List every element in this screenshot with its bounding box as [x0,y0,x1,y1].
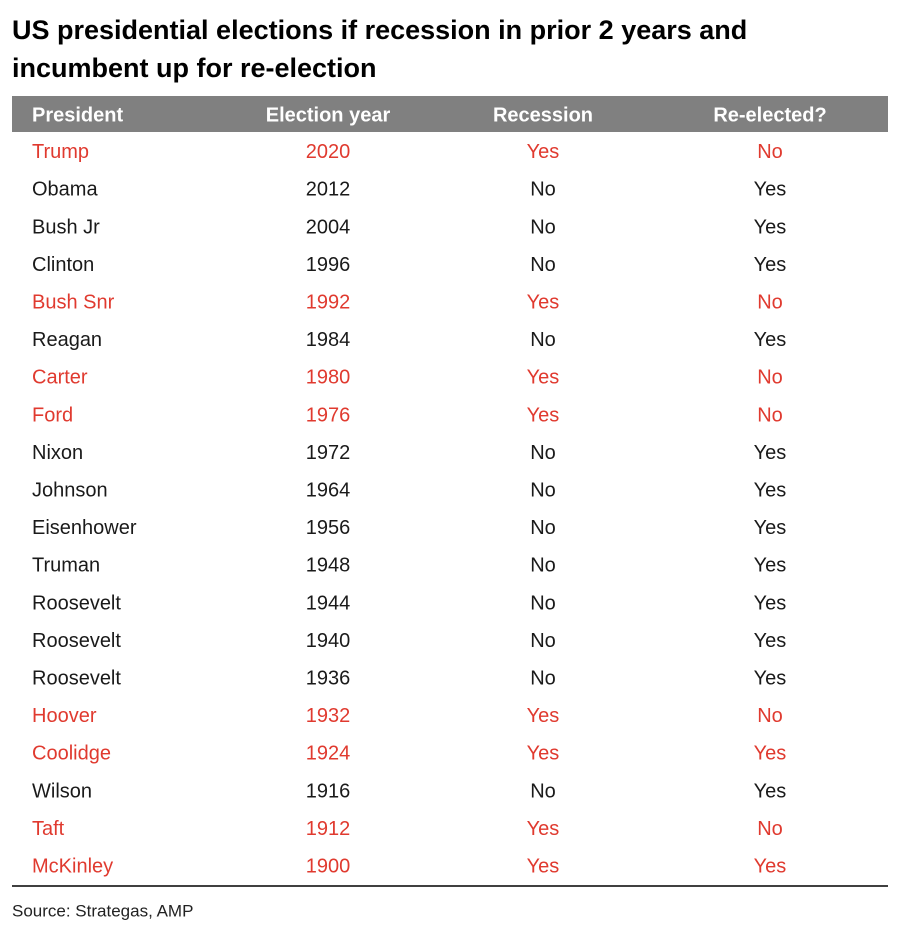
table-cell: Yes [754,743,787,765]
table-cell: Yes [754,555,787,577]
table-cell: Hoover [32,705,97,727]
table-cell: Yes [527,141,560,163]
header-bar [12,96,888,132]
table-cell: Ford [32,404,73,426]
table-cell: Truman [32,555,100,577]
column-header: President [32,104,123,126]
table-cell: Yes [754,855,787,877]
table-cell: No [530,667,556,689]
table-cell: No [757,367,783,389]
table-cell: 1912 [306,818,351,840]
table-cell: 1924 [306,743,351,765]
table-cell: Yes [754,667,787,689]
table-cell: Yes [754,630,787,652]
table-cell: No [530,780,556,802]
table-cell: Yes [527,743,560,765]
table-cell: No [530,630,556,652]
table-cell: 2004 [306,216,351,238]
table-cell: 1940 [306,630,351,652]
table-cell: 1936 [306,667,351,689]
table-cell: Coolidge [32,743,111,765]
table-cell: No [757,404,783,426]
table-cell: Yes [527,855,560,877]
table-cell: Yes [527,818,560,840]
table-cell: Roosevelt [32,630,121,652]
table-cell: No [530,517,556,539]
table-cell: 1948 [306,555,351,577]
table-cell: No [530,442,556,464]
table-cell: Taft [32,818,65,840]
table-cell: Yes [754,517,787,539]
table-cell: No [757,291,783,313]
table-cell: Yes [754,442,787,464]
table-cell: 1956 [306,517,351,539]
table-cell: Yes [754,254,787,276]
table-cell: 2020 [306,141,351,163]
table-cell: No [530,216,556,238]
table-cell: Yes [527,705,560,727]
table-cell: Roosevelt [32,667,121,689]
source: Source: Strategas, AMP [12,901,193,920]
table-cell: Yes [527,291,560,313]
table-cell: Roosevelt [32,592,121,614]
table-cell: 1976 [306,404,351,426]
table-cell: 1932 [306,705,351,727]
table-cell: 1980 [306,367,351,389]
table-cell: No [530,592,556,614]
table-cell: Yes [754,179,787,201]
table-cell: No [757,705,783,727]
table-cell: Obama [32,179,98,201]
title-line: incumbent up for re-election [12,53,377,83]
table-cell: Yes [527,367,560,389]
table-cell: Yes [754,780,787,802]
table-cell: 1996 [306,254,351,276]
table-cell: 1984 [306,329,351,351]
table-cell: Clinton [32,254,94,276]
table-cell: Bush Jr [32,216,100,238]
table-cell: 1964 [306,479,351,501]
table-cell: No [530,329,556,351]
table-cell: Trump [32,141,89,163]
table-cell: Bush Snr [32,291,115,313]
table-cell: Yes [527,404,560,426]
table-cell: 1992 [306,291,351,313]
table-cell: Nixon [32,442,83,464]
table-cell: 1916 [306,780,351,802]
table-cell: No [530,479,556,501]
table-cell: Wilson [32,780,92,802]
table-cell: McKinley [32,855,113,877]
table-cell: No [757,818,783,840]
table-cell: Yes [754,592,787,614]
table-cell: Yes [754,216,787,238]
table-cell: Eisenhower [32,517,137,539]
table-cell: 1972 [306,442,351,464]
table-cell: 1900 [306,855,351,877]
column-header: Recession [493,104,593,126]
table-cell: No [530,555,556,577]
table-cell: No [530,254,556,276]
table-cell: Yes [754,479,787,501]
column-header: Re-elected? [713,104,826,126]
table-cell: Reagan [32,329,102,351]
title-line: US presidential elections if recession i… [12,15,747,45]
table-cell: Carter [32,367,88,389]
table-cell: Johnson [32,479,108,501]
table-cell: Yes [754,329,787,351]
column-header: Election year [266,104,391,126]
table-cell: No [530,179,556,201]
table-cell: No [757,141,783,163]
table-cell: 2012 [306,179,351,201]
table-cell: 1944 [306,592,351,614]
